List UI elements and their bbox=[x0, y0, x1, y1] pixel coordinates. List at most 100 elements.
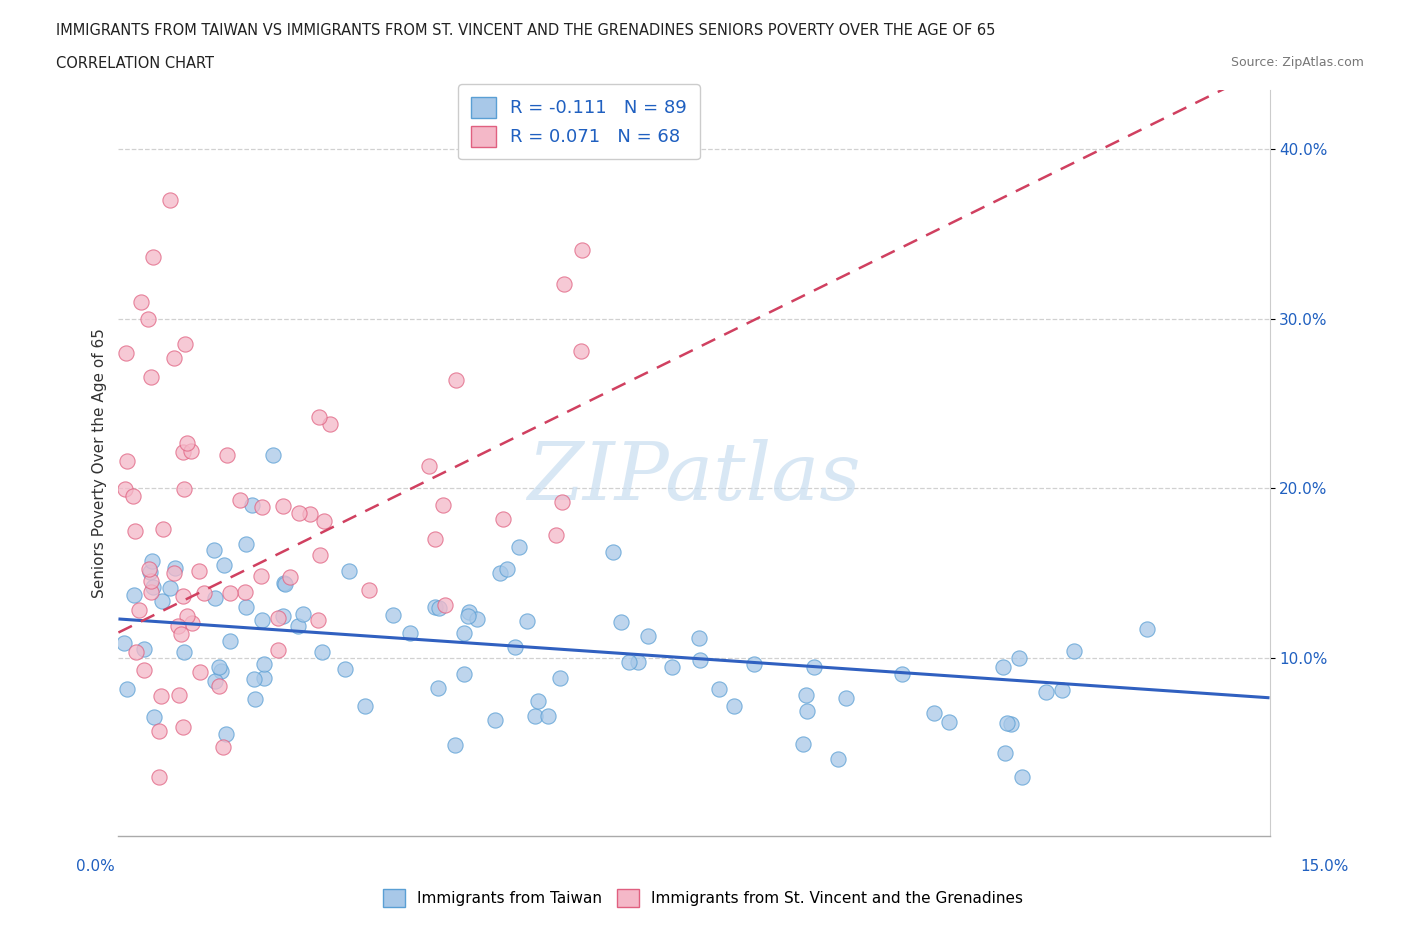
Point bbox=[176, 608, 198, 623]
Point bbox=[117, 682, 139, 697]
Point bbox=[148, 724, 170, 738]
Point bbox=[742, 657, 765, 671]
Text: CORRELATION CHART: CORRELATION CHART bbox=[56, 56, 214, 71]
Point bbox=[214, 558, 236, 573]
Point bbox=[922, 705, 945, 720]
Point bbox=[148, 769, 170, 784]
Point bbox=[173, 644, 195, 659]
Point bbox=[139, 369, 162, 384]
Point bbox=[218, 585, 240, 600]
Point bbox=[1050, 683, 1073, 698]
Point bbox=[446, 372, 468, 387]
Point bbox=[432, 498, 454, 512]
Point bbox=[139, 565, 162, 579]
Point bbox=[242, 498, 264, 512]
Point bbox=[311, 645, 333, 660]
Point bbox=[212, 740, 235, 755]
Point bbox=[503, 640, 526, 655]
Point bbox=[204, 591, 226, 605]
Point bbox=[165, 561, 187, 576]
Text: IMMIGRANTS FROM TAIWAN VS IMMIGRANTS FROM ST. VINCENT AND THE GRENADINES SENIORS: IMMIGRANTS FROM TAIWAN VS IMMIGRANTS FRO… bbox=[56, 23, 995, 38]
Point bbox=[353, 698, 375, 713]
Point bbox=[1000, 716, 1022, 731]
Point bbox=[569, 344, 592, 359]
Point bbox=[796, 703, 818, 718]
Point bbox=[243, 692, 266, 707]
Point bbox=[637, 629, 659, 644]
Point bbox=[188, 564, 211, 578]
Point bbox=[488, 565, 510, 580]
Point bbox=[142, 249, 165, 264]
Point bbox=[128, 602, 150, 617]
Point bbox=[1136, 621, 1159, 636]
Point bbox=[172, 445, 194, 459]
Point bbox=[508, 539, 530, 554]
Text: 0.0%: 0.0% bbox=[76, 859, 115, 874]
Point bbox=[550, 495, 572, 510]
Point bbox=[457, 608, 479, 623]
Point bbox=[427, 681, 450, 696]
Point bbox=[484, 712, 506, 727]
Point bbox=[465, 612, 488, 627]
Point bbox=[312, 513, 335, 528]
Point bbox=[1063, 644, 1085, 658]
Point bbox=[890, 667, 912, 682]
Point bbox=[129, 295, 152, 310]
Point bbox=[181, 616, 204, 631]
Point bbox=[235, 599, 257, 614]
Point bbox=[274, 577, 297, 591]
Point bbox=[794, 687, 817, 702]
Point bbox=[215, 727, 238, 742]
Text: ZIPatlas: ZIPatlas bbox=[527, 439, 860, 517]
Point bbox=[204, 673, 226, 688]
Point bbox=[142, 710, 165, 724]
Legend: Immigrants from Taiwan, Immigrants from St. Vincent and the Grenadines: Immigrants from Taiwan, Immigrants from … bbox=[377, 884, 1029, 913]
Point bbox=[124, 644, 146, 659]
Point bbox=[337, 564, 360, 578]
Point bbox=[124, 524, 146, 538]
Point bbox=[995, 715, 1018, 730]
Point bbox=[253, 657, 276, 671]
Point bbox=[150, 593, 173, 608]
Point bbox=[250, 500, 273, 515]
Point bbox=[308, 409, 330, 424]
Point bbox=[219, 633, 242, 648]
Point bbox=[610, 615, 633, 630]
Y-axis label: Seniors Poverty Over the Age of 65: Seniors Poverty Over the Age of 65 bbox=[93, 328, 107, 598]
Point bbox=[249, 568, 271, 583]
Point bbox=[209, 663, 232, 678]
Point bbox=[273, 575, 295, 590]
Point bbox=[115, 345, 138, 360]
Point bbox=[159, 193, 181, 207]
Point bbox=[193, 586, 215, 601]
Point bbox=[139, 585, 162, 600]
Point bbox=[398, 626, 420, 641]
Point bbox=[142, 579, 165, 594]
Point bbox=[139, 574, 162, 589]
Point bbox=[172, 589, 194, 604]
Point bbox=[458, 604, 481, 619]
Point bbox=[163, 351, 186, 365]
Point bbox=[527, 694, 550, 709]
Point bbox=[319, 417, 342, 432]
Point bbox=[162, 565, 184, 580]
Point bbox=[307, 612, 329, 627]
Point bbox=[208, 660, 231, 675]
Point bbox=[176, 435, 198, 450]
Point bbox=[174, 337, 197, 352]
Point bbox=[132, 642, 155, 657]
Point bbox=[271, 608, 294, 623]
Point bbox=[418, 458, 440, 473]
Point bbox=[707, 682, 730, 697]
Point bbox=[423, 600, 446, 615]
Text: 15.0%: 15.0% bbox=[1301, 859, 1348, 874]
Point bbox=[627, 655, 650, 670]
Point bbox=[159, 580, 181, 595]
Point bbox=[149, 689, 172, 704]
Point bbox=[994, 746, 1017, 761]
Point bbox=[516, 614, 538, 629]
Point bbox=[132, 662, 155, 677]
Point bbox=[202, 542, 225, 557]
Point bbox=[443, 737, 465, 752]
Point bbox=[298, 507, 321, 522]
